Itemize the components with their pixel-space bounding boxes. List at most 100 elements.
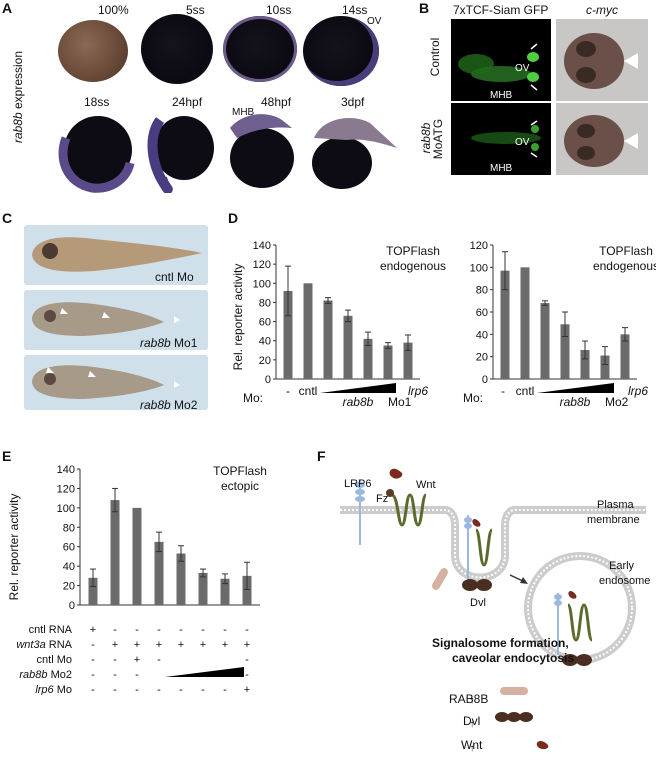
f-title-1: Signalosome formation, [432,636,569,650]
d-left-note-2: endogenous [380,259,446,273]
embryo-24hpf-yolk [154,116,214,180]
e-cell: - [179,684,183,695]
arrow-up-2: ↑ [470,719,475,730]
d-right-xlabel-lrp6: lrp6 [628,384,648,398]
e-cell: - [91,639,95,651]
e-bar [110,500,120,605]
d-right-xlabel-cntl: cntl [516,384,535,398]
f-chain-dvl: Dvl [463,714,481,728]
d-right-xlabel-mo-suffix: Mo2 [605,395,629,409]
e-ytick-label: 0 [69,600,75,612]
col-cmyc-title: c-myc [586,3,618,17]
d-left-ytick-label: 40 [259,336,271,348]
f-ee-label-1: Early [609,560,635,572]
d-left-bar [303,283,313,379]
d-right-note-1: TOPFlash [599,244,653,258]
stage-100: 100% [98,3,129,17]
fz-receptor-icon [391,493,428,527]
row-control-label: Control [428,37,442,77]
e-row-label: cntl Mo [37,654,72,666]
e-bar [88,577,98,605]
d-left-ytick-label: 20 [259,355,271,367]
dvl-chain-1 [495,712,509,722]
embryo-10ss [223,16,297,82]
rab8b-pit-icon [432,568,448,590]
mhb-label-a: MHB [232,107,255,118]
e-cell: - [245,669,249,681]
e-cell: - [223,684,227,695]
embryo-48hpf-head [230,114,292,138]
expression-text: expression [11,50,25,109]
d-left-note-1: TOPFlash [386,244,440,258]
fz-endosome-icon [566,603,594,642]
e-cell: + [134,639,140,651]
e-cell: - [113,669,117,681]
d-left-bar [383,345,393,379]
e-gradient-wedge [165,667,244,677]
d-left-ytick-label: 0 [265,374,271,386]
d-left-bar [403,342,413,379]
dvl-chain-3 [519,712,533,722]
chart-panel-d: Rel. reporter activity 0 20 40 60 80 100 120 140… [231,240,656,409]
d-left-gradient-wedge [320,383,396,393]
d-right-ytick-label: 0 [482,374,488,386]
f-chain-rab8b: RAB8B [449,692,489,706]
d-left-xlabel-dash: - [286,384,290,398]
f-chain-wnt: Wnt [461,738,483,752]
embryo-100pct [58,20,128,82]
e-note-1: TOPFlash [213,464,267,478]
embryo-3dpf-head [314,118,397,148]
gfp-moatg-image [451,103,551,175]
rab8b-text: rab8b [11,112,25,144]
e-cell: + [112,639,118,651]
stage-18ss: 18ss [84,95,110,109]
panel-f-label: F [317,448,326,464]
d-left-bar [363,338,373,379]
mhb-label-b2: MHB [490,163,513,174]
lrp6-receptor-icon [355,482,365,502]
d-left-xlabel-mo: rab8b [343,395,374,409]
d-left-ytick-label: 60 [259,317,271,329]
e-bar [132,507,142,605]
d-right-ytick-label: 60 [476,307,488,319]
e-bar [198,572,208,605]
d-left-xlabel-cntl: cntl [299,384,318,398]
embryo-14ss [303,16,379,86]
d-left-bar [323,300,333,379]
d-left-xlabel-lrp6: lrp6 [408,384,428,398]
embryo-18ss-yolk [64,116,132,184]
e-cell: - [157,684,161,695]
cmyc-moatg-image [556,103,648,175]
arrow-up-3: ↑ [470,743,475,754]
d-right-bar [620,334,630,379]
embryo-48hpf-yolk [230,128,294,188]
mhb-label-b1: MHB [490,90,513,101]
e-cell: - [201,684,205,695]
row-moatg-label: MoATG [431,118,445,160]
e-cell: - [135,684,139,695]
d-right-ytick-label: 100 [470,262,488,274]
e-cell: + [200,639,206,651]
caption-mo1: rab8b Mo1 [140,336,198,350]
f-ee-label-2: endosome [599,575,651,587]
e-ytick-label: 60 [63,542,75,554]
e-cell: + [222,639,228,651]
stage-48hpf: 48hpf [261,95,292,109]
panel-a-ylabel: rab8b expression [11,37,25,157]
e-ytick-label: 100 [57,503,75,515]
stage-10ss: 10ss [266,3,292,17]
e-cell: - [91,654,95,666]
e-bar [176,553,186,605]
col-gfp-title: 7xTCF-Siam GFP [453,3,549,17]
d-right-ytick-label: 40 [476,329,488,341]
embryo-5ss [141,14,213,84]
embryo-18ss-body [58,136,135,193]
e-cell: - [179,624,183,636]
e-ytick-label: 140 [57,464,75,476]
e-ytick-label: 20 [63,581,75,593]
stage-24hpf: 24hpf [172,95,203,109]
f-pm-label-2: membrane [587,514,640,526]
e-cell: - [113,684,117,695]
panel-e-label: E [2,448,12,464]
model-diagram: ↑ ↑ ↑ [340,468,646,754]
